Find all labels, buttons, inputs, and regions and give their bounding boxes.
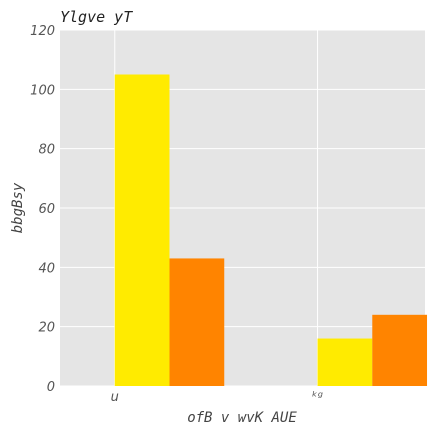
bar-series-2-2 [372, 314, 428, 386]
bar-series-2-1 [169, 258, 225, 386]
bars [114, 74, 428, 386]
y-tick-label: 60 [38, 202, 55, 217]
x-tick-label: ᵏᵍ [312, 390, 323, 405]
y-tick-label: 20 [38, 321, 55, 336]
y-axis-label: bbgBsy [10, 182, 26, 233]
y-tick-label: 40 [38, 261, 55, 276]
x-axis-label: ofB v wvK AUE [187, 410, 297, 426]
chart-title: Ylgve yT [60, 8, 133, 26]
y-tick-label: 0 [47, 380, 55, 395]
bar-series-1-2 [317, 338, 373, 386]
y-tick-label: 80 [38, 143, 55, 158]
bar-series-1-1 [114, 74, 170, 386]
y-tick-labels: 0 20 40 60 80 100 120 [30, 24, 55, 395]
y-tick-label: 120 [30, 24, 55, 39]
x-tick-label: u [111, 390, 119, 405]
x-tick-labels: u ᵏᵍ [111, 390, 323, 405]
y-tick-label: 100 [30, 83, 55, 98]
